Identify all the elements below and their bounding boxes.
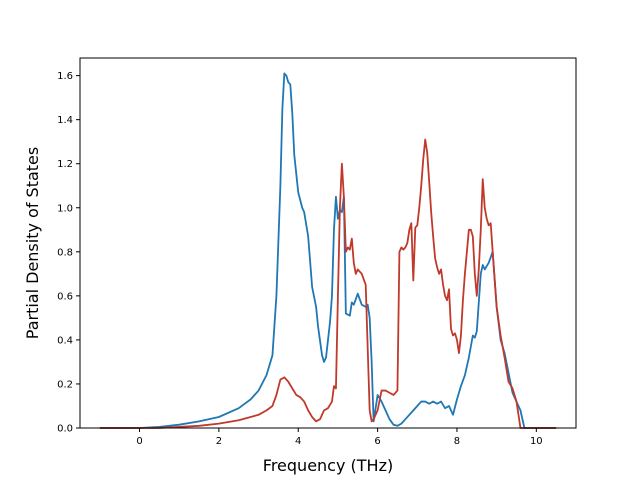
x-axis-label: Frequency (THz) [263, 456, 393, 475]
y-tick-label: 1.2 [57, 159, 73, 170]
y-tick-label: 0.2 [57, 379, 73, 390]
x-tick-label: 10 [530, 436, 543, 447]
y-tick-label: 1.4 [57, 115, 73, 126]
y-axis-label: Partial Density of States [23, 147, 42, 339]
y-tick-label: 0.6 [57, 291, 73, 302]
plot-background [80, 58, 576, 428]
x-tick-label: 6 [374, 436, 380, 447]
plot-frame [79, 57, 577, 429]
series-line-2 [99, 138, 557, 429]
x-tick-label: 2 [216, 436, 222, 447]
x-tick-label: 8 [454, 436, 460, 447]
y-axis-ticks: 0.0 0.2 0.4 0.6 0.8 1.0 1.2 1.4 1.6 [57, 71, 80, 435]
x-axis-ticks: 0 2 4 6 8 10 [136, 428, 543, 447]
series-layer [99, 72, 557, 429]
y-tick-label: 0.8 [57, 247, 73, 258]
y-tick-label: 0.0 [57, 424, 73, 435]
x-tick-label: 4 [295, 436, 301, 447]
y-tick-label: 0.4 [57, 335, 73, 346]
y-tick-label: 1.6 [57, 71, 73, 82]
x-tick-label: 0 [136, 436, 142, 447]
y-tick-label: 1.0 [57, 203, 73, 214]
